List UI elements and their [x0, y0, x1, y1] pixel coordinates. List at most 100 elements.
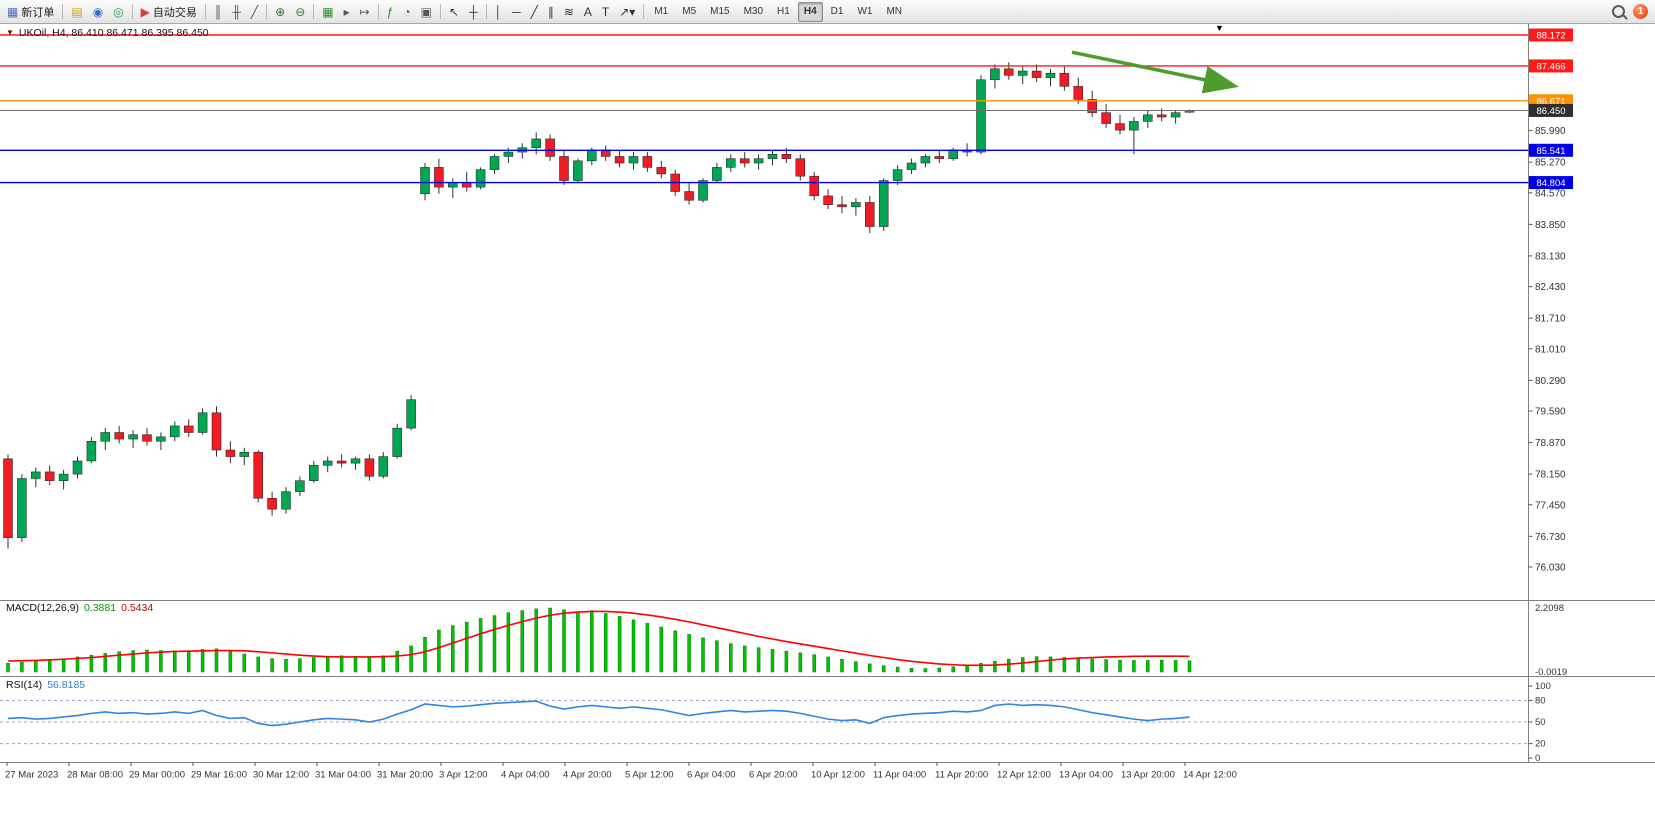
svg-text:28 Mar 08:00: 28 Mar 08:00 — [67, 770, 123, 781]
horizontal-line-87.466[interactable]: 87.466 — [0, 59, 1573, 73]
notification-badge[interactable]: 1 — [1633, 4, 1648, 19]
candlestick-chart-button[interactable]: ╫ — [227, 1, 246, 23]
tile-windows-icon: ▦ — [322, 4, 334, 19]
horizontal-line-85.541[interactable]: 85.541 — [0, 143, 1573, 157]
bar-chart-icon: ║ — [213, 4, 223, 19]
search-icon[interactable] — [1612, 5, 1625, 18]
svg-text:84.570: 84.570 — [1535, 188, 1566, 199]
bar-chart-button[interactable]: ║ — [209, 1, 228, 23]
toolbar-separator — [266, 4, 268, 19]
macd-signal-value: 0.5434 — [121, 602, 154, 614]
price-axis[interactable]: 85.990 85.270 84.570 83.850 83.130 82.430 81.7… — [1528, 126, 1567, 574]
community-button[interactable]: ◎ — [108, 1, 128, 23]
svg-text:83.130: 83.130 — [1535, 251, 1566, 262]
trend-arrow[interactable] — [1071, 50, 1239, 94]
auto-trading-button[interactable]: ▶ 自动交易 — [136, 1, 202, 23]
market-button[interactable]: ◉ — [88, 1, 108, 23]
text-button[interactable]: A — [579, 1, 597, 23]
toolbar-separator — [643, 4, 645, 19]
indicators-button[interactable]: ƒ — [382, 1, 399, 23]
line-chart-button[interactable]: ╱ — [246, 1, 263, 23]
macd-signal-line — [7, 610, 1190, 667]
svg-text:3 Apr 12:00: 3 Apr 12:00 — [439, 770, 488, 781]
periods-button[interactable]: ◔ — [398, 1, 415, 23]
chart-shift-button[interactable]: ↦ — [355, 1, 375, 23]
timeframe-W1[interactable]: W1 — [857, 6, 873, 17]
svg-text:29 Mar 16:00: 29 Mar 16:00 — [191, 770, 247, 781]
new-order-button[interactable]: ▦ 新订单 — [2, 1, 59, 23]
timeframe-D1[interactable]: D1 — [830, 6, 844, 17]
svg-text:-0.0019: -0.0019 — [1535, 667, 1567, 678]
svg-text:84.804: 84.804 — [1536, 178, 1565, 189]
zoom-in-button[interactable]: ⊕ — [270, 1, 290, 23]
panel-separators — [0, 24, 1655, 763]
svg-text:83.850: 83.850 — [1535, 220, 1566, 231]
horizontal-line-86.450[interactable]: 86.450 — [0, 103, 1573, 117]
macd-header: MACD(12,26,9) 0.3881 0.5434 — [6, 602, 153, 614]
templates-button[interactable]: ▣ — [416, 1, 437, 23]
svg-text:30 Mar 12:00: 30 Mar 12:00 — [253, 770, 309, 781]
equidistant-channel-button[interactable]: ∥ — [543, 1, 559, 23]
timeframe-H1[interactable]: H1 — [777, 6, 790, 17]
macd-axis: 2.2098 -0.0019 — [1535, 603, 1567, 678]
horizontal-line-button[interactable]: ─ — [507, 1, 526, 23]
svg-text:27 Mar 2023: 27 Mar 2023 — [5, 770, 58, 781]
toolbar-separator — [377, 4, 379, 19]
svg-text:11 Apr 20:00: 11 Apr 20:00 — [935, 770, 988, 781]
chart-shift-icon: ↦ — [359, 4, 370, 19]
market-icon: ◉ — [92, 4, 104, 19]
svg-text:82.430: 82.430 — [1535, 282, 1566, 293]
crosshair-icon: ┼ — [469, 4, 478, 19]
chart-scroll-marker[interactable]: ▼ — [1215, 23, 1224, 33]
toolbar-groups: ▦ 新订单 ▤ ◉ ◎ ▶ 自动交易 ║ ╫ ╱ ⊕ ⊖ ▦ ▸ ↦ ƒ ◔ ▣ ↖ ┼ │ ─ ╱ ∥ ≋ A T ↗▾ — [2, 1, 647, 23]
fibonacci-button[interactable]: ≋ — [559, 1, 579, 23]
symbol-dropdown-icon[interactable]: ▼ — [6, 28, 14, 37]
timeframe-M5[interactable]: M5 — [682, 6, 697, 17]
cursor-button[interactable]: ↖ — [444, 1, 464, 23]
svg-text:78.870: 78.870 — [1535, 438, 1566, 449]
text-label-button[interactable]: T — [597, 1, 614, 23]
horizontal-line-88.172[interactable]: 88.172 — [0, 28, 1573, 42]
auto-scroll-icon: ▸ — [343, 4, 350, 19]
svg-text:100: 100 — [1535, 681, 1551, 692]
svg-text:13 Apr 20:00: 13 Apr 20:00 — [1121, 770, 1175, 781]
zoom-out-button[interactable]: ⊖ — [290, 1, 310, 23]
auto-scroll-button[interactable]: ▸ — [339, 1, 355, 23]
time-axis[interactable]: 27 Mar 2023 28 Mar 08:00 29 Mar 00:00 29 Ma… — [5, 762, 1237, 781]
svg-text:20: 20 — [1535, 739, 1546, 750]
periods-icon: ◔ — [403, 4, 411, 19]
vertical-line-button[interactable]: │ — [490, 1, 508, 23]
crosshair-button[interactable]: ┼ — [464, 1, 483, 23]
timeframe-H4[interactable]: H4 — [797, 1, 823, 22]
arrows-button[interactable]: ↗▾ — [614, 1, 640, 23]
rsi-header: RSI(14) 56.8185 — [6, 679, 85, 691]
mailbox-button[interactable]: ▤ — [66, 1, 87, 23]
horizontal-line-84.804[interactable]: 84.804 — [0, 176, 1573, 190]
rsi-line — [7, 700, 1190, 727]
chart-canvas[interactable]: 88.17287.46686.67186.45085.54184.80485.9… — [0, 24, 1655, 828]
toolbar-separator — [440, 4, 441, 19]
svg-text:31 Mar 20:00: 31 Mar 20:00 — [377, 770, 433, 781]
toolbar-separator — [485, 4, 487, 19]
tile-windows-button[interactable]: ▦ — [317, 1, 338, 23]
timeframe-M1[interactable]: M1 — [654, 6, 669, 17]
timeframe-MN[interactable]: MN — [886, 6, 902, 17]
svg-text:81.710: 81.710 — [1535, 314, 1566, 325]
mailbox-icon: ▤ — [71, 4, 83, 19]
svg-text:85.270: 85.270 — [1535, 158, 1566, 169]
svg-text:81.010: 81.010 — [1535, 344, 1566, 355]
equidistant-channel-icon: ∥ — [547, 4, 554, 19]
toolbar: ▦ 新订单 ▤ ◉ ◎ ▶ 自动交易 ║ ╫ ╱ ⊕ ⊖ ▦ ▸ ↦ ƒ ◔ ▣ ↖ ┼ │ ─ ╱ ∥ ≋ A T ↗▾ M1 M5 M… — [0, 0, 1655, 24]
timeframe-M15[interactable]: M15 — [710, 6, 730, 17]
macd-main-value: 0.3881 — [83, 602, 117, 614]
trendline-icon: ╱ — [530, 4, 538, 19]
fibonacci-icon: ≋ — [563, 4, 574, 19]
svg-text:85.541: 85.541 — [1536, 146, 1565, 157]
trendline-button[interactable]: ╱ — [526, 1, 543, 23]
timeframe-M30[interactable]: M30 — [743, 6, 764, 17]
horizontal-line-icon: ─ — [512, 4, 521, 19]
horizontal-line-86.671[interactable]: 86.671 — [0, 94, 1573, 108]
rsi-panel: 100 80 50 20 0 — [0, 681, 1551, 764]
macd-label: MACD(12,26,9) — [6, 602, 79, 614]
templates-icon: ▣ — [420, 4, 432, 19]
